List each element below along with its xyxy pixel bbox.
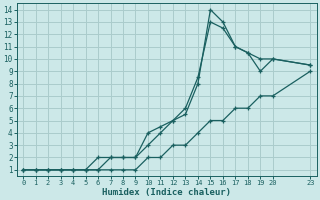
X-axis label: Humidex (Indice chaleur): Humidex (Indice chaleur) xyxy=(102,188,231,197)
